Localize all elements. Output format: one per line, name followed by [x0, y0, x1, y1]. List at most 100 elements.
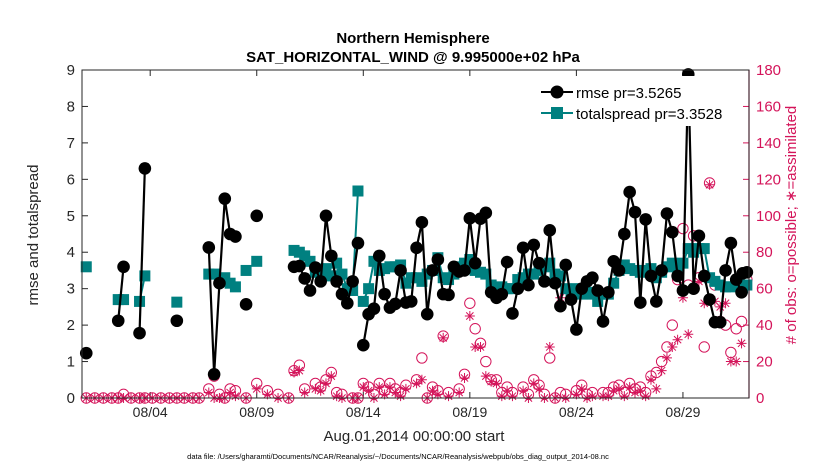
rmse-point — [671, 269, 684, 283]
rmse-point — [564, 293, 578, 306]
assimilated-obs-point — [416, 374, 427, 385]
rmse-point — [404, 295, 418, 308]
assimilated-obs-point — [507, 391, 518, 402]
assimilated-obs-point — [667, 341, 678, 352]
rmse-point — [612, 264, 626, 277]
totalspread-point — [347, 284, 359, 296]
rmse-point — [346, 275, 359, 288]
y2-tick-label: 60 — [756, 281, 773, 298]
rmse-point — [522, 278, 535, 292]
rmse-point — [618, 227, 631, 241]
x-tick-label: 08/29 — [665, 404, 700, 420]
totalspread-point — [325, 270, 337, 282]
totalspread-point — [240, 264, 252, 276]
totalspread-point — [139, 270, 151, 282]
rmse-point — [394, 264, 407, 277]
assimilated-obs-point — [672, 334, 683, 345]
totalspread-point — [352, 185, 364, 197]
assimilated-obs-point — [624, 382, 635, 393]
y2-tick-label: 120 — [756, 171, 781, 188]
chart-title: Northern Hemisphere — [336, 30, 489, 47]
possible-obs-point — [730, 323, 742, 335]
possible-obs-point — [666, 319, 678, 331]
assimilated-obs-point — [464, 311, 475, 321]
assimilated-obs-point — [683, 329, 694, 340]
y-tick-label: 8 — [67, 98, 75, 115]
totalspread-point — [331, 257, 343, 269]
rmse-point — [426, 264, 439, 277]
rmse-line — [138, 168, 146, 334]
assimilated-obs-point — [411, 378, 422, 389]
legend: rmse pr=3.5265 totalspread pr=3.3528 — [538, 76, 734, 126]
assimilated-obs-point — [459, 372, 470, 383]
plot-frame — [81, 69, 750, 399]
rmse-point — [442, 288, 455, 302]
possible-obs-point — [698, 341, 710, 353]
y-axis-label: rmse and totalspread — [25, 165, 42, 306]
assimilated-obs-point — [486, 376, 497, 387]
assimilated-obs-point — [262, 389, 273, 400]
possible-obs-point — [735, 315, 748, 328]
assimilated-obs-point — [251, 383, 262, 394]
rmse-point — [548, 276, 562, 290]
rmse-point — [468, 256, 482, 270]
rmse-point — [543, 224, 557, 237]
x-tick-label: 08/09 — [239, 404, 274, 420]
rmse-point — [586, 271, 599, 285]
assimilated-obs-point — [736, 338, 747, 349]
rmse-point — [676, 284, 690, 297]
assimilated-obs-point — [651, 383, 662, 394]
rmse-line — [511, 74, 743, 330]
rmse-point — [117, 260, 130, 274]
rmse-point — [511, 282, 525, 295]
assimilated-obs-point — [715, 301, 726, 312]
totalspread-point — [554, 270, 566, 282]
assimilated-obs-point — [661, 352, 672, 363]
rmse-point — [239, 298, 253, 311]
rmse-point — [410, 241, 423, 255]
rmse-point — [506, 307, 519, 320]
y2-tick-label: 140 — [756, 135, 781, 152]
totalspread-point — [480, 268, 492, 280]
y-tick-label: 7 — [67, 135, 75, 152]
y-tick-label: 6 — [67, 171, 75, 188]
assimilated-obs-point — [363, 385, 374, 396]
assimilated-obs-point — [704, 179, 715, 190]
totalspread-point — [741, 279, 753, 291]
rmse-point — [213, 276, 226, 290]
assimilated-obs-point — [390, 387, 401, 398]
legend-totalspread-marker — [551, 107, 563, 119]
assimilated-obs-point — [619, 391, 630, 402]
y2-tick-label: 100 — [756, 208, 781, 225]
rmse-point — [607, 255, 620, 268]
y-tick-label: 4 — [67, 244, 75, 261]
rmse-point — [303, 284, 317, 297]
rmse-point — [351, 236, 365, 250]
y2-tick-label: 160 — [756, 98, 781, 115]
rmse-point — [325, 249, 338, 263]
rmse-line — [117, 266, 125, 321]
assimilated-obs-point — [230, 391, 241, 402]
totalspread-point — [357, 295, 369, 307]
y-tick-label: 2 — [67, 317, 75, 334]
rmse-point — [367, 302, 381, 316]
rmse-point — [170, 314, 184, 328]
rmse-point — [378, 287, 391, 301]
possible-obs-point — [677, 222, 689, 235]
data-file-note: data file: /Users/gharamti/Documents/NCA… — [187, 452, 609, 461]
totalspread-point — [592, 295, 604, 307]
x-tick-label: 08/04 — [133, 404, 168, 420]
assimilated-obs-point — [571, 389, 582, 400]
assimilated-obs-point — [544, 341, 555, 352]
assimilated-obs-point — [629, 387, 640, 398]
y-tick-label: 0 — [67, 390, 75, 407]
chart-subtitle: SAT_HORIZONTAL_WIND @ 9.995000e+02 hPa — [246, 49, 580, 66]
totalspread-point — [544, 257, 556, 269]
rmse-point — [559, 258, 573, 272]
assimilated-obs-point — [225, 387, 236, 398]
possible-obs-point — [544, 352, 556, 364]
rmse-point — [207, 368, 221, 381]
rmse-point — [602, 286, 615, 299]
assimilated-obs-point — [502, 385, 513, 396]
